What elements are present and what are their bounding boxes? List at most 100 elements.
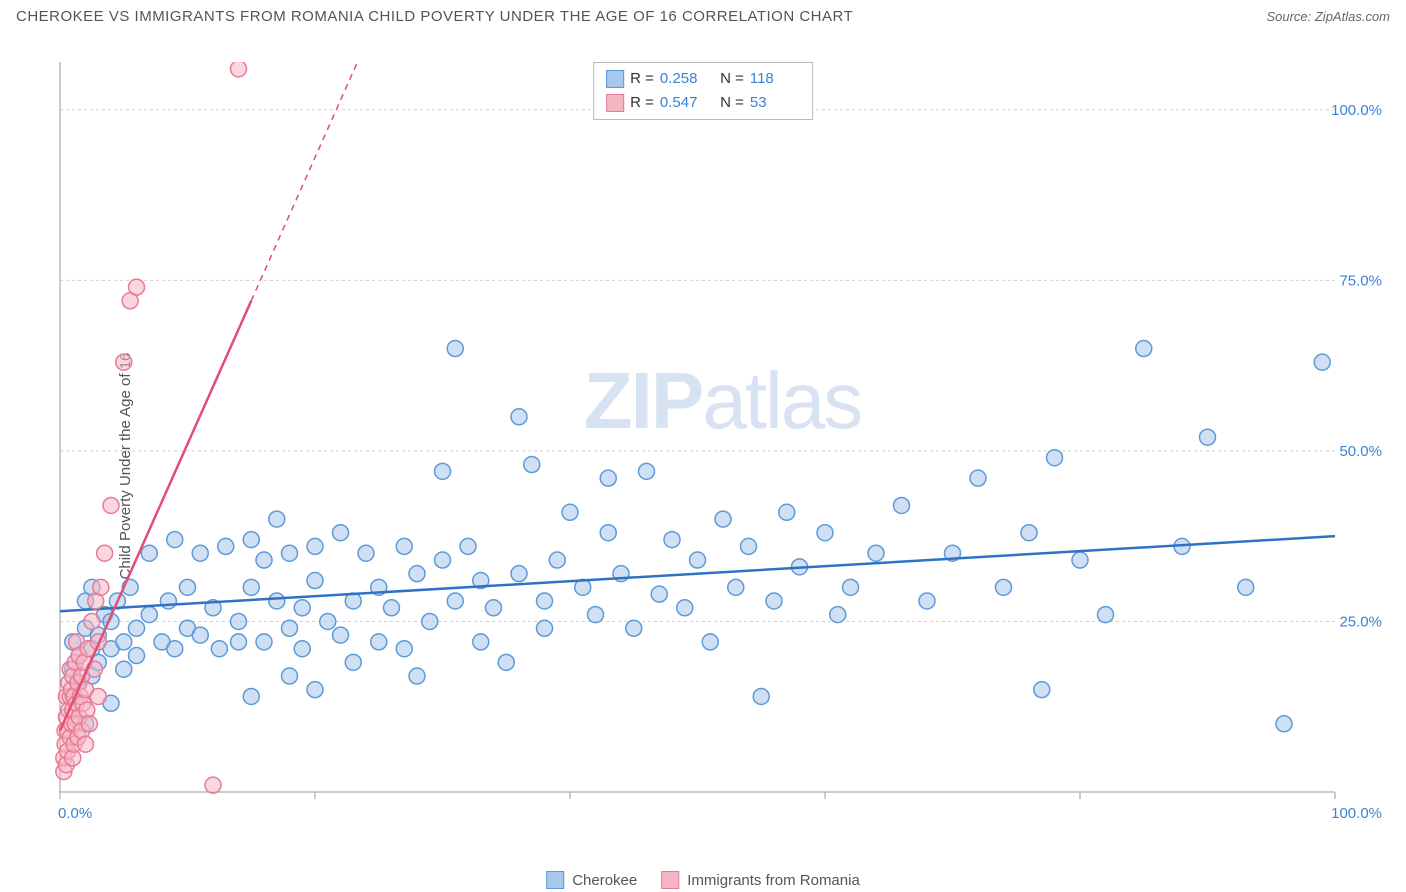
data-point xyxy=(435,463,451,479)
data-point xyxy=(192,627,208,643)
data-point xyxy=(307,682,323,698)
data-point xyxy=(1314,354,1330,370)
data-point xyxy=(677,600,693,616)
data-point xyxy=(218,538,234,554)
data-point xyxy=(715,511,731,527)
data-point xyxy=(269,511,285,527)
data-point xyxy=(167,532,183,548)
data-point xyxy=(384,600,400,616)
data-point xyxy=(1200,429,1216,445)
data-point xyxy=(345,654,361,670)
data-point xyxy=(435,552,451,568)
stat-r-value: 0.547 xyxy=(660,91,710,115)
data-point xyxy=(282,545,298,561)
source-label: Source: ZipAtlas.com xyxy=(1266,9,1390,24)
legend-item: Cherokee xyxy=(546,871,637,889)
data-point xyxy=(333,525,349,541)
legend-swatch xyxy=(606,70,624,88)
data-point xyxy=(116,634,132,650)
legend-swatch xyxy=(546,871,564,889)
scatter-plot: 25.0%50.0%75.0%100.0%0.0%100.0% ZIPatlas xyxy=(55,62,1390,832)
data-point xyxy=(116,661,132,677)
data-point xyxy=(486,600,502,616)
data-point xyxy=(243,532,259,548)
data-point xyxy=(333,627,349,643)
data-point xyxy=(78,736,94,752)
y-tick-label: 75.0% xyxy=(1339,272,1382,289)
data-point xyxy=(84,613,100,629)
data-point xyxy=(728,579,744,595)
stats-legend: R = 0.258 N = 118R = 0.547 N = 53 xyxy=(593,62,813,120)
data-point xyxy=(537,593,553,609)
data-point xyxy=(830,607,846,623)
y-tick-label: 100.0% xyxy=(1331,102,1382,119)
stat-n-value: 53 xyxy=(750,91,800,115)
data-point xyxy=(600,525,616,541)
data-point xyxy=(129,279,145,295)
data-point xyxy=(211,641,227,657)
data-point xyxy=(269,593,285,609)
data-point xyxy=(358,545,374,561)
stats-legend-row: R = 0.547 N = 53 xyxy=(606,91,800,115)
chart-title: CHEROKEE VS IMMIGRANTS FROM ROMANIA CHIL… xyxy=(16,8,853,25)
data-point xyxy=(205,777,221,793)
data-point xyxy=(129,648,145,664)
data-point xyxy=(843,579,859,595)
data-point xyxy=(1072,552,1088,568)
chart-svg: 25.0%50.0%75.0%100.0%0.0%100.0% xyxy=(55,62,1390,832)
stats-legend-row: R = 0.258 N = 118 xyxy=(606,67,800,91)
data-point xyxy=(919,593,935,609)
regression-line xyxy=(60,301,251,731)
stat-n-value: 118 xyxy=(750,67,800,91)
legend-label: Immigrants from Romania xyxy=(687,872,860,889)
data-point xyxy=(294,600,310,616)
data-point xyxy=(231,62,247,77)
y-tick-label: 50.0% xyxy=(1339,443,1382,460)
data-point xyxy=(537,620,553,636)
data-point xyxy=(664,532,680,548)
data-point xyxy=(549,552,565,568)
data-point xyxy=(970,470,986,486)
y-tick-label: 25.0% xyxy=(1339,613,1382,630)
data-point xyxy=(93,579,109,595)
data-point xyxy=(396,538,412,554)
data-point xyxy=(192,545,208,561)
data-point xyxy=(396,641,412,657)
data-point xyxy=(779,504,795,520)
data-point xyxy=(167,641,183,657)
data-point xyxy=(307,573,323,589)
data-point xyxy=(1047,450,1063,466)
data-point xyxy=(294,641,310,657)
legend-item: Immigrants from Romania xyxy=(661,871,860,889)
data-point xyxy=(141,545,157,561)
data-point xyxy=(320,613,336,629)
stat-r-label: R = xyxy=(630,91,654,115)
data-point xyxy=(129,620,145,636)
stat-n-label: N = xyxy=(716,91,744,115)
data-point xyxy=(116,354,132,370)
data-point xyxy=(702,634,718,650)
legend-label: Cherokee xyxy=(572,872,637,889)
data-point xyxy=(1021,525,1037,541)
stat-r-label: R = xyxy=(630,67,654,91)
data-point xyxy=(868,545,884,561)
data-point xyxy=(1238,579,1254,595)
data-point xyxy=(741,538,757,554)
data-point xyxy=(81,716,97,732)
series-legend: Cherokee Immigrants from Romania xyxy=(546,871,860,889)
data-point xyxy=(651,586,667,602)
data-point xyxy=(282,620,298,636)
data-point xyxy=(231,634,247,650)
data-point xyxy=(766,593,782,609)
data-point xyxy=(141,607,157,623)
data-point xyxy=(409,566,425,582)
stat-r-value: 0.258 xyxy=(660,67,710,91)
data-point xyxy=(511,409,527,425)
chart-container: Child Poverty Under the Age of 16 25.0%5… xyxy=(0,40,1406,892)
data-point xyxy=(256,552,272,568)
data-point xyxy=(588,607,604,623)
data-point xyxy=(817,525,833,541)
data-point xyxy=(1276,716,1292,732)
data-point xyxy=(160,593,176,609)
data-point xyxy=(498,654,514,670)
